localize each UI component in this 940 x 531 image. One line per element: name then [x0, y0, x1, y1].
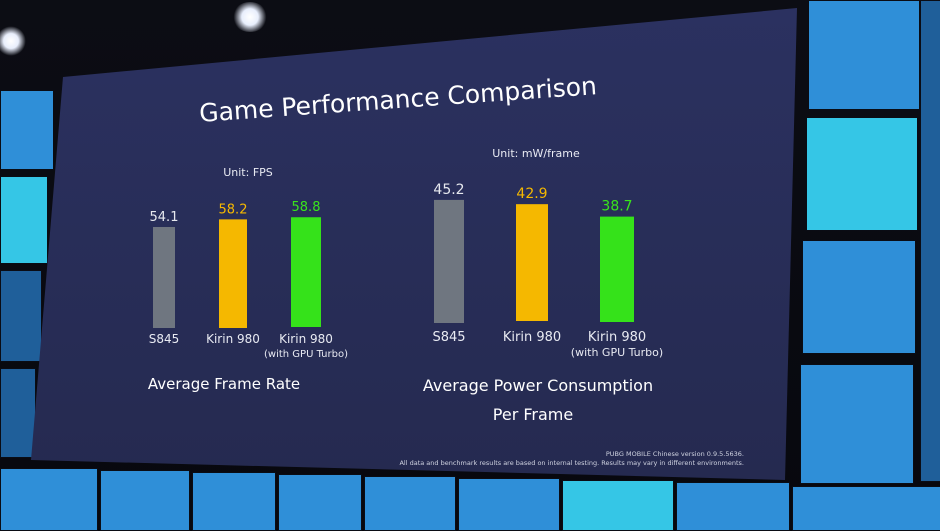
unit-label-mw: Unit: mW/frame	[492, 147, 580, 160]
unit-label-fps: Unit: FPS	[223, 166, 273, 179]
led-tile	[0, 368, 36, 458]
category-sublabel: (with GPU Turbo)	[264, 349, 348, 360]
bar-value-label: 58.2	[219, 202, 248, 217]
category-label: Kirin 980	[503, 330, 561, 345]
chart-title-frame-rate: Average Frame Rate	[148, 375, 300, 393]
led-tile	[0, 176, 48, 264]
chart-power-consumption: Unit: mW/frame 45.2 S845 42.9 Kirin 980 38.7…	[423, 147, 663, 424]
stage-spotlight-left	[0, 26, 26, 56]
led-tile	[100, 470, 190, 531]
led-tile	[192, 472, 276, 531]
led-tile	[800, 364, 914, 484]
led-tile	[676, 482, 790, 531]
led-tile	[0, 468, 98, 531]
category-label: Kirin 980	[279, 332, 333, 346]
bar-kirin980-gpu-turbo	[291, 217, 321, 327]
led-tile	[806, 117, 918, 231]
bar-value-label: 54.1	[150, 210, 179, 225]
bar-value-label: 58.8	[292, 200, 321, 215]
led-tile	[364, 476, 456, 531]
chart-title-power-line2: Per Frame	[493, 405, 573, 424]
category-sublabel: (with GPU Turbo)	[571, 346, 663, 359]
bar-s845	[153, 227, 175, 328]
category-label: S845	[149, 332, 180, 346]
bar-kirin980	[219, 219, 247, 328]
category-label: Kirin 980	[588, 330, 646, 345]
led-tile	[0, 90, 54, 170]
chart-title-power: Average Power Consumption	[423, 376, 653, 395]
chart-frame-rate: Unit: FPS 54.1 S845 58.2 Kirin 980 58.8 Kirin…	[148, 166, 348, 393]
screen-surface	[31, 8, 797, 480]
footnote-version: PUBG MOBILE Chinese version 0.9.5.5636.	[606, 450, 744, 458]
bar-kirin980	[516, 204, 548, 321]
bar-kirin980-gpu-turbo	[600, 216, 634, 322]
bar-value-label: 45.2	[433, 182, 464, 198]
led-tile	[458, 478, 560, 531]
bar-s845	[434, 199, 464, 323]
led-tile	[792, 486, 940, 531]
led-tile	[802, 240, 916, 354]
category-label: S845	[432, 330, 465, 345]
category-label: Kirin 980	[206, 332, 260, 346]
stage-spotlight-center	[232, 2, 268, 32]
footnote-disclaimer: All data and benchmark results are based…	[399, 459, 744, 467]
led-tile	[920, 0, 940, 482]
led-tile	[562, 480, 674, 531]
bar-value-label: 42.9	[516, 186, 547, 202]
led-tile	[808, 0, 920, 110]
bar-value-label: 38.7	[601, 199, 632, 215]
led-tile	[0, 270, 42, 362]
